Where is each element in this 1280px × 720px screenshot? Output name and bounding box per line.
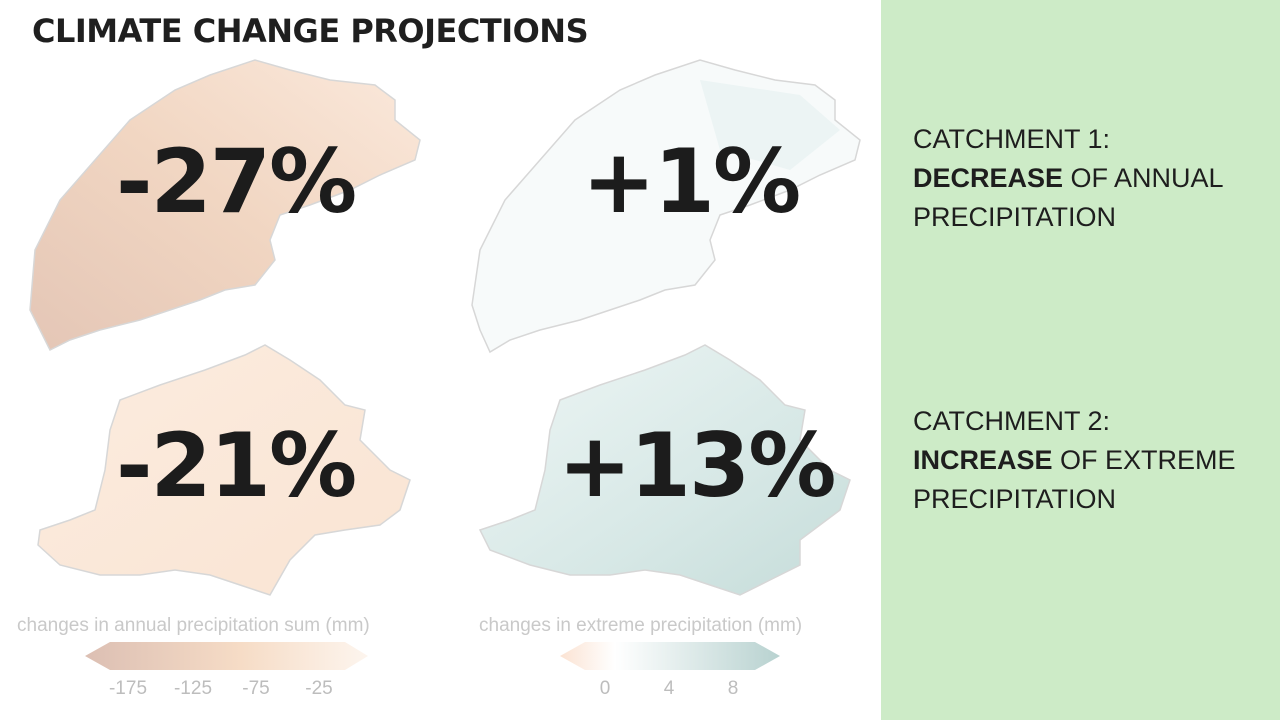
catchment2-extreme-map <box>478 344 851 596</box>
legend-annual-tick: -175 <box>108 678 148 699</box>
catchment2-title: CATCHMENT 2: <box>913 406 1111 436</box>
catchment2-keyword: INCREASE <box>913 445 1053 476</box>
catchment1-annual-map <box>29 59 421 352</box>
catchment1-extreme-change: +1% <box>582 130 801 233</box>
catchment1-title: CATCHMENT 1: <box>913 124 1111 154</box>
legend-extreme-tick: 8 <box>727 678 739 699</box>
wet-patch <box>700 80 840 170</box>
legend-extreme-colorbar <box>560 642 780 670</box>
legend-annual-colorbar <box>85 642 368 670</box>
catchment1-rest: OF ANNUAL <box>1063 163 1224 194</box>
catchment2-summary: CATCHMENT 2: INCREASE OF EXTREME PRECIPI… <box>913 402 1236 519</box>
catchment2-annual-map <box>37 344 411 596</box>
legend-extreme-tick: 0 <box>599 678 611 699</box>
catchment1-keyword: DECREASE <box>913 163 1064 194</box>
legend-annual-tick: -75 <box>242 678 270 699</box>
legend-annual-tick: -25 <box>305 678 333 699</box>
catchment1-annual-change: -27% <box>116 130 357 233</box>
catchment2-line: INCREASE OF EXTREME <box>913 441 1236 480</box>
legend-extreme-tick: 4 <box>663 678 675 699</box>
catchment2-extreme-change: +13% <box>558 414 836 517</box>
catchment1-line: DECREASE OF ANNUAL <box>913 159 1224 198</box>
catchment1-last: PRECIPITATION <box>913 202 1117 233</box>
slide-title: CLIMATE CHANGE PROJECTIONS <box>32 12 589 50</box>
legend-annual-tick: -125 <box>173 678 213 699</box>
summary-panel: CATCHMENT 1: DECREASE OF ANNUAL PRECIPIT… <box>881 0 1280 720</box>
catchment2-annual-change: -21% <box>116 414 357 517</box>
legend-extreme-caption: changes in extreme precipitation (mm) <box>479 615 803 636</box>
maps-area <box>29 59 861 670</box>
catchment2-last: PRECIPITATION <box>913 484 1117 515</box>
catchment1-summary: CATCHMENT 1: DECREASE OF ANNUAL PRECIPIT… <box>913 120 1224 237</box>
catchment2-rest: OF EXTREME <box>1052 445 1236 476</box>
legend-annual-caption: changes in annual precipitation sum (mm) <box>17 615 370 636</box>
